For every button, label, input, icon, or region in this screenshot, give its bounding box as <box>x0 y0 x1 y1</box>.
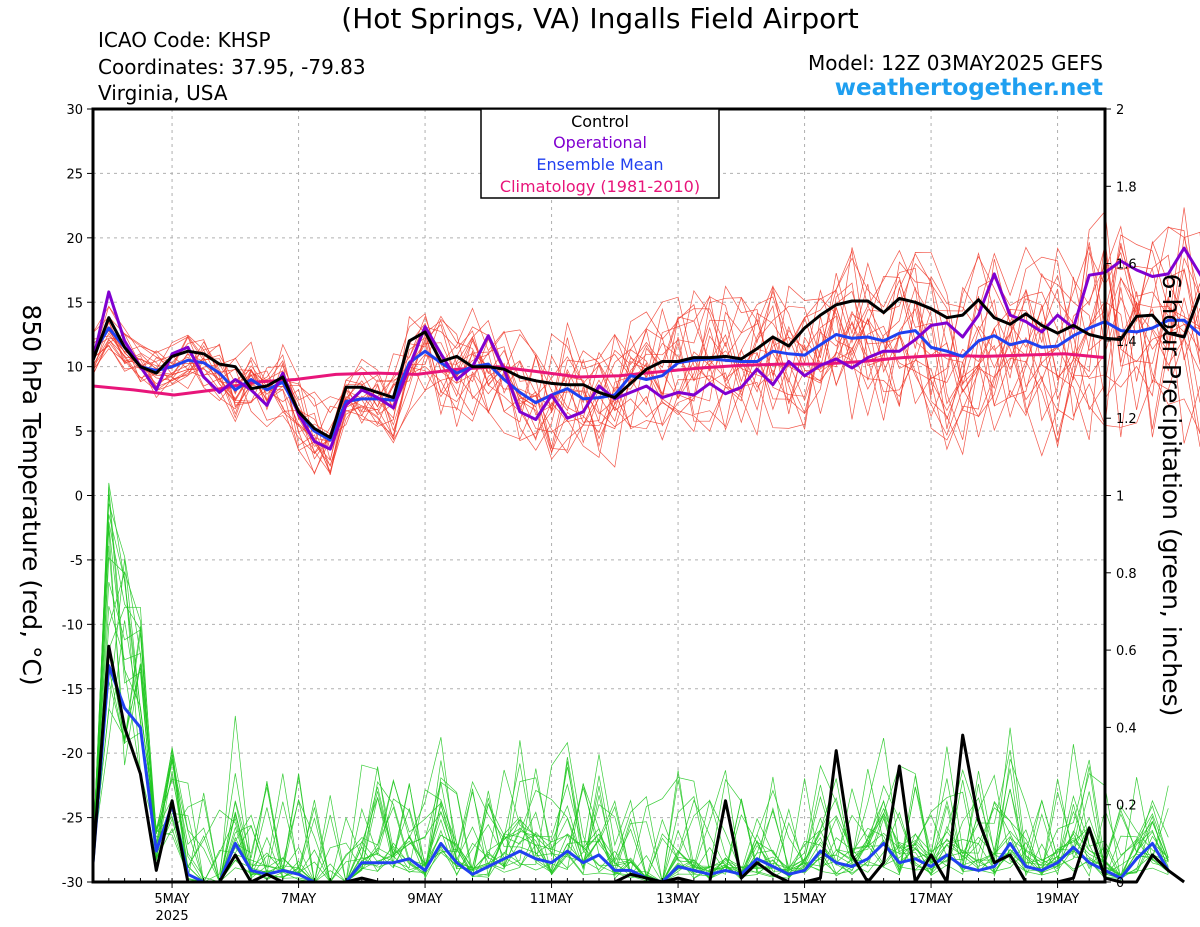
legend-box <box>480 108 720 199</box>
precip-member-line <box>92 620 1169 883</box>
axes: 302520151050-5-10-15-20-25-3021.81.61.41… <box>62 103 1137 924</box>
y2-tick-label: 1.2 <box>1116 412 1137 427</box>
precip-member-line <box>92 570 1169 883</box>
x-tick-label: 13MAY <box>656 892 700 907</box>
precip-members <box>92 482 1169 884</box>
y2-tick-label: 2 <box>1116 103 1124 118</box>
icao-code: ICAO Code: KHSP <box>98 28 271 52</box>
control-precip-line <box>91 644 1185 884</box>
x-tick-label: 17MAY <box>909 892 953 907</box>
precip-member-line <box>92 482 1169 883</box>
precip-member-line <box>92 606 1169 883</box>
y-tick-label: 5 <box>75 425 83 440</box>
site-link[interactable]: weathertogether.net <box>834 75 1103 101</box>
y-tick-label: -20 <box>62 747 83 762</box>
temp-member-line <box>92 225 1200 460</box>
x-tick-label: 11MAY <box>530 892 574 907</box>
y-tick-label: 0 <box>75 490 83 505</box>
y2-tick-label: 0.6 <box>1116 644 1137 659</box>
legend-control: Control <box>571 112 629 131</box>
y2-tick-label: 1.4 <box>1116 335 1137 350</box>
temp-member-line <box>92 207 1200 475</box>
temp-member-line <box>92 240 1200 444</box>
chart-title: (Hot Springs, VA) Ingalls Field Airport <box>341 2 859 35</box>
legend: Control Operational Ensemble Mean Climat… <box>480 108 720 199</box>
series-lines <box>91 246 1200 884</box>
x-tick-label: 9MAY <box>407 892 442 907</box>
temp-member-line <box>92 242 1200 449</box>
grid <box>93 109 1105 882</box>
y2-tick-label: 0.4 <box>1116 721 1137 736</box>
temp-member-line <box>92 255 1200 475</box>
temp-member-line <box>92 231 1200 473</box>
region: Virginia, USA <box>98 81 228 105</box>
x-tick-sublabel: 2025 <box>156 909 189 924</box>
y-tick-label: 10 <box>66 361 83 376</box>
y-tick-label: -10 <box>62 618 83 633</box>
precip-member-line <box>92 557 1169 883</box>
y-tick-label: 15 <box>66 296 83 311</box>
x-tick-label: 7MAY <box>281 892 316 907</box>
ensemble-mean-precip-line <box>91 664 1170 884</box>
temp-member-line <box>92 234 1200 454</box>
x-tick-label: 5MAY <box>154 892 189 907</box>
y2-tick-label: 0 <box>1116 876 1124 891</box>
y2-tick-label: 0.2 <box>1116 799 1137 814</box>
climatology-line <box>92 352 1106 397</box>
legend-climatology: Climatology (1981-2010) <box>500 177 700 196</box>
legend-ensemble-mean: Ensemble Mean <box>536 155 663 174</box>
temp-member-line <box>92 210 1200 442</box>
y-tick-label: 30 <box>66 103 83 118</box>
temperature-members <box>92 207 1200 476</box>
y-tick-label: 20 <box>66 232 83 247</box>
y-tick-label: 25 <box>66 167 83 182</box>
y2-tick-label: 1 <box>1116 490 1124 505</box>
precip-member-line <box>92 582 1169 884</box>
temp-member-line <box>92 242 1200 440</box>
legend-operational: Operational <box>553 133 647 152</box>
x-tick-label: 19MAY <box>1036 892 1080 907</box>
y-axis-label: 850 hPa Temperature (red, °C) <box>17 304 46 685</box>
precip-member-line <box>92 558 1169 883</box>
y2-tick-label: 1.8 <box>1116 180 1137 195</box>
y2-tick-label: 0.8 <box>1116 567 1137 582</box>
coordinates: Coordinates: 37.95, -79.83 <box>98 55 366 79</box>
y2-tick-label: 1.6 <box>1116 258 1137 273</box>
precip-member-line <box>92 486 1169 883</box>
y2-axis-label: 6-hour Precipitation (green, inches) <box>1157 274 1186 717</box>
temp-member-line <box>92 226 1200 474</box>
model-run: Model: 12Z 03MAY2025 GEFS <box>808 51 1103 75</box>
y-tick-label: -25 <box>62 812 83 827</box>
temp-member-line <box>92 251 1200 476</box>
y-tick-label: -15 <box>62 683 83 698</box>
x-tick-label: 15MAY <box>783 892 827 907</box>
y-tick-label: -30 <box>62 876 83 891</box>
precip-member-line <box>92 545 1169 884</box>
y-tick-label: -5 <box>70 554 83 569</box>
control-temp-line <box>91 293 1200 439</box>
